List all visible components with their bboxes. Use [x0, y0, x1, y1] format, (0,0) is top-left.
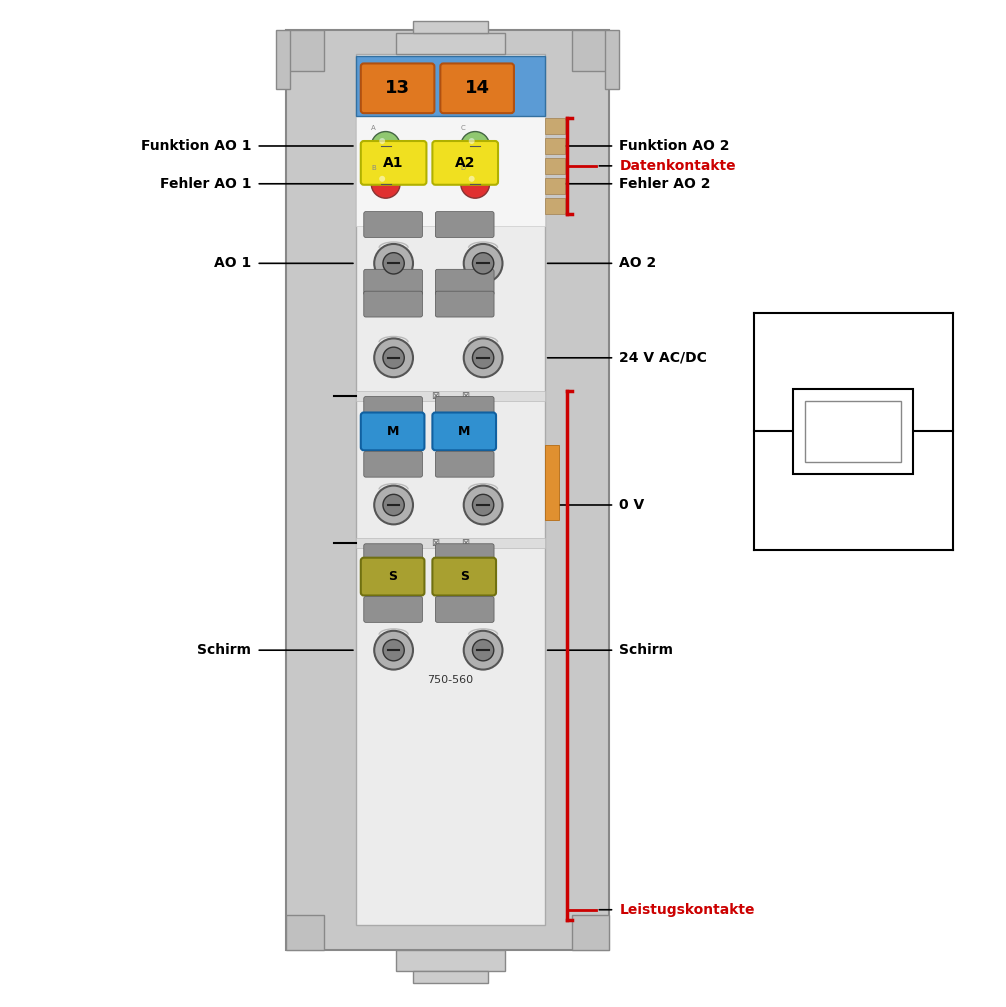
FancyBboxPatch shape	[436, 269, 494, 295]
Text: Schirm: Schirm	[197, 643, 252, 658]
Text: AO 1: AO 1	[214, 257, 252, 270]
Bar	[356, 56, 545, 116]
Circle shape	[469, 176, 475, 182]
Bar	[356, 391, 545, 401]
FancyBboxPatch shape	[433, 558, 496, 595]
Circle shape	[473, 253, 494, 274]
Text: 0 V: 0 V	[620, 498, 645, 512]
FancyBboxPatch shape	[364, 596, 423, 622]
FancyBboxPatch shape	[436, 596, 494, 622]
Circle shape	[374, 244, 413, 283]
FancyBboxPatch shape	[361, 141, 427, 184]
FancyBboxPatch shape	[436, 291, 494, 317]
Bar	[545, 197, 564, 213]
Circle shape	[379, 138, 385, 144]
Bar	[412, 21, 488, 32]
FancyBboxPatch shape	[436, 451, 494, 477]
Circle shape	[383, 347, 404, 369]
FancyBboxPatch shape	[361, 63, 435, 113]
Text: S: S	[460, 570, 469, 583]
FancyBboxPatch shape	[364, 397, 423, 423]
Circle shape	[383, 639, 404, 661]
FancyBboxPatch shape	[364, 211, 423, 238]
Text: AO 2: AO 2	[620, 257, 657, 270]
Text: B: B	[371, 165, 376, 171]
Bar	[794, 389, 912, 473]
Bar	[545, 178, 564, 193]
Bar	[395, 32, 505, 54]
Circle shape	[473, 347, 494, 369]
Text: Leistugskontakte: Leistugskontakte	[620, 902, 754, 916]
Circle shape	[461, 169, 490, 198]
Circle shape	[374, 485, 413, 525]
Bar	[545, 445, 558, 520]
Text: Fehler AO 2: Fehler AO 2	[620, 177, 711, 190]
Text: S: S	[388, 570, 397, 583]
Text: Datenkontakte: Datenkontakte	[620, 159, 736, 173]
Text: Fehler AO 1: Fehler AO 1	[160, 177, 252, 190]
Circle shape	[371, 132, 400, 160]
Circle shape	[469, 138, 475, 144]
Bar	[412, 972, 488, 983]
Text: 24 V AC/DC: 24 V AC/DC	[620, 350, 707, 365]
FancyBboxPatch shape	[436, 397, 494, 423]
Text: C: C	[461, 125, 466, 131]
FancyBboxPatch shape	[364, 544, 423, 570]
Circle shape	[464, 244, 503, 283]
Bar	[545, 158, 564, 174]
Text: A2: A2	[455, 156, 476, 170]
Text: Funktion AO 1: Funktion AO 1	[141, 139, 252, 153]
Circle shape	[383, 253, 404, 274]
Circle shape	[473, 494, 494, 516]
Text: ⊠: ⊠	[461, 538, 469, 548]
Bar	[286, 29, 324, 71]
Text: 13: 13	[385, 80, 410, 98]
FancyBboxPatch shape	[361, 413, 425, 450]
FancyBboxPatch shape	[364, 291, 423, 317]
Circle shape	[464, 485, 503, 525]
FancyBboxPatch shape	[433, 141, 498, 184]
Text: M: M	[458, 425, 471, 438]
Bar	[356, 116, 545, 226]
FancyBboxPatch shape	[441, 63, 514, 113]
Text: 14: 14	[465, 80, 490, 98]
FancyBboxPatch shape	[364, 269, 423, 295]
FancyBboxPatch shape	[436, 544, 494, 570]
Bar	[545, 118, 564, 134]
Circle shape	[371, 169, 400, 198]
Bar	[571, 29, 610, 71]
Text: D: D	[461, 165, 466, 171]
Circle shape	[383, 494, 404, 516]
Text: 750-560: 750-560	[428, 675, 474, 685]
Bar	[356, 538, 545, 548]
Circle shape	[473, 639, 494, 661]
FancyBboxPatch shape	[364, 451, 423, 477]
Bar	[606, 29, 620, 90]
Circle shape	[464, 338, 503, 378]
Text: A1: A1	[383, 156, 403, 170]
FancyBboxPatch shape	[436, 211, 494, 238]
Circle shape	[461, 132, 490, 160]
Text: A: A	[371, 125, 376, 131]
Circle shape	[374, 338, 413, 378]
Text: ⊠: ⊠	[432, 538, 440, 548]
Text: M: M	[386, 425, 398, 438]
Text: Schirm: Schirm	[620, 643, 673, 658]
Bar	[277, 29, 290, 90]
Text: ⊠: ⊠	[461, 391, 469, 401]
Circle shape	[374, 630, 413, 670]
FancyBboxPatch shape	[433, 413, 496, 450]
Bar	[286, 914, 324, 950]
Text: ⊠: ⊠	[432, 391, 440, 401]
Bar	[571, 914, 610, 950]
Text: Funktion AO 2: Funktion AO 2	[620, 139, 730, 153]
Bar	[286, 29, 610, 950]
Circle shape	[464, 630, 503, 670]
Bar	[395, 950, 505, 972]
Bar	[806, 401, 900, 462]
Circle shape	[379, 176, 385, 182]
FancyBboxPatch shape	[361, 558, 425, 595]
Bar	[356, 54, 545, 924]
Bar	[545, 138, 564, 154]
